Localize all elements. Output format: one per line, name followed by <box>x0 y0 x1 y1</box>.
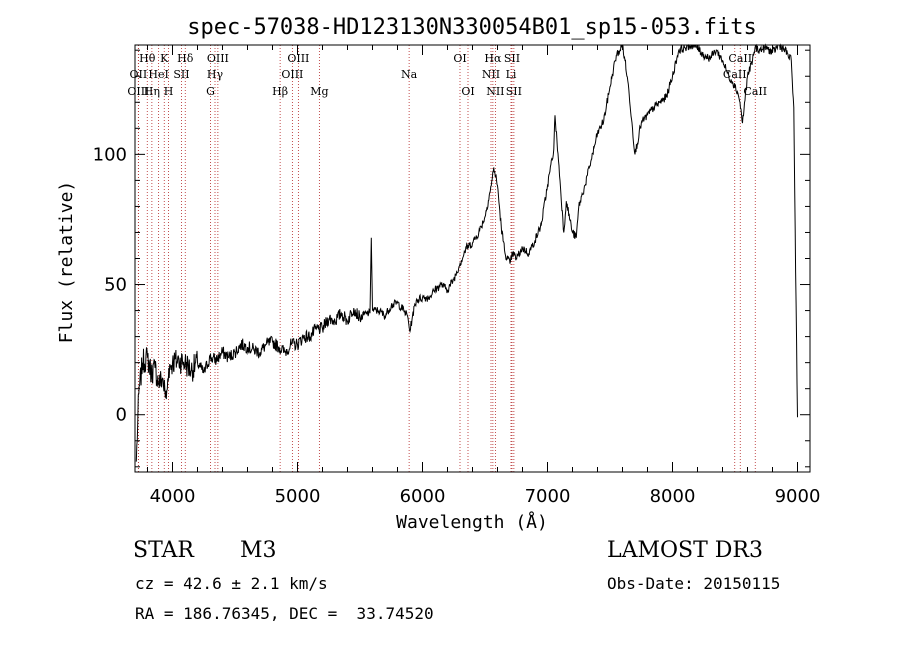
y-tick-label-2: 100 <box>93 144 127 165</box>
y-axis-label: Flux (relative) <box>56 181 77 344</box>
plot-frame <box>134 44 811 473</box>
line-label-26: SII <box>506 85 522 98</box>
line-label-18: OIII <box>127 85 149 98</box>
line-label-21: G <box>206 85 215 98</box>
line-label-1: K <box>160 52 169 65</box>
line-label-4: OIII <box>287 52 309 65</box>
x-tick-label-0: 4000 <box>150 486 196 507</box>
x-tick-label-4: 8000 <box>650 486 696 507</box>
line-label-20: H <box>164 85 174 98</box>
line-label-27: CaII <box>743 85 767 98</box>
line-label-2: Hδ <box>177 52 194 65</box>
y-axis-ticks: 0 50 100 <box>93 49 810 468</box>
y-tick-label-0: 0 <box>116 405 127 426</box>
line-label-25: NII <box>486 85 504 98</box>
line-label-19: Hη <box>144 85 160 98</box>
coordinates: RA = 186.76345, DEC = 33.74520 <box>135 604 434 623</box>
object-class: STAR <box>133 538 194 563</box>
redshift-text: cz = 42.6 ± 2.1 km/s <box>135 574 328 593</box>
x-tick-label-1: 5000 <box>275 486 321 507</box>
spectrum-line <box>135 43 798 462</box>
emission-line-markers <box>137 45 756 472</box>
line-label-11: SII <box>173 68 189 81</box>
line-label-16: Li <box>506 68 517 81</box>
line-label-23: Mg <box>310 85 328 98</box>
line-label-24: OI <box>461 85 474 98</box>
x-axis-label: Wavelength (Å) <box>396 511 548 533</box>
line-label-15: NII <box>482 68 500 81</box>
line-label-22: Hβ <box>272 85 288 98</box>
line-label-0: Hθ <box>139 52 156 65</box>
line-label-13: OIII <box>281 68 303 81</box>
line-label-12: Hγ <box>207 68 224 81</box>
chart-title: spec-57038-HD123130N330054B01_sp15-053.f… <box>187 15 757 40</box>
obs-date: Obs-Date: 20150115 <box>607 574 781 593</box>
x-tick-label-5: 9000 <box>775 486 821 507</box>
line-label-8: CaII <box>728 52 752 65</box>
x-axis-ticks: 4000 5000 6000 7000 8000 9000 <box>147 45 821 507</box>
line-label-9: OII <box>130 68 148 81</box>
survey-name: LAMOST DR3 <box>607 538 763 563</box>
line-label-7: SII <box>504 52 520 65</box>
line-label-14: Na <box>401 68 418 81</box>
line-label-3: OIII <box>207 52 229 65</box>
line-label-10: HeI <box>148 68 168 81</box>
x-tick-label-2: 6000 <box>400 486 446 507</box>
line-label-6: Hα <box>484 52 502 65</box>
x-tick-label-3: 7000 <box>525 486 571 507</box>
object-subclass: M3 <box>240 538 277 563</box>
y-tick-label-1: 50 <box>104 275 127 296</box>
line-label-5: OI <box>453 52 466 65</box>
